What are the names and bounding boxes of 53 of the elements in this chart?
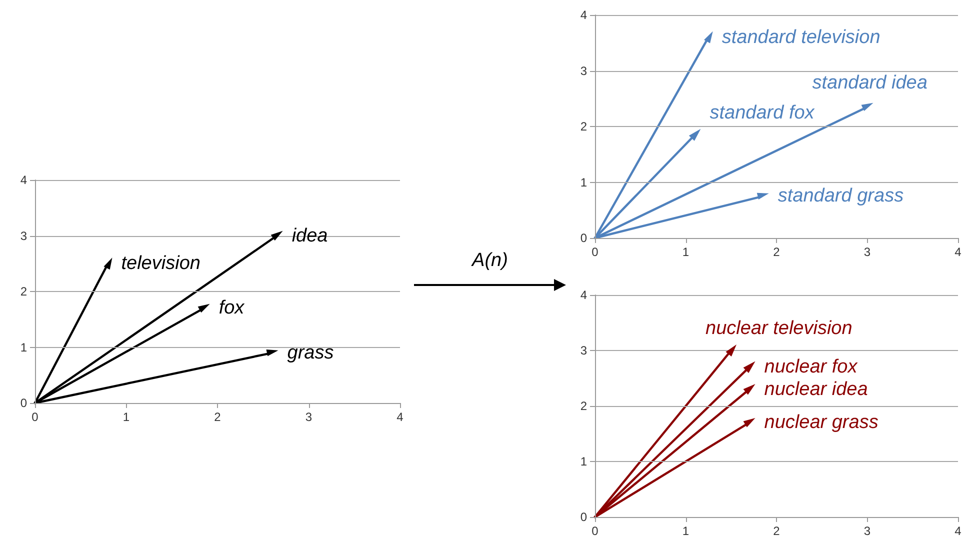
point [704,31,713,44]
point [861,102,874,112]
y-tick-label: 1 [20,340,28,354]
x-tick-label: 0 [592,245,599,259]
point [726,344,736,356]
x-tick-label: 3 [864,245,871,259]
series-label: television [121,253,200,274]
x-tick-label: 4 [954,524,962,538]
y-tick-label: 3 [580,344,588,358]
series-label: idea [292,225,328,246]
point [198,304,210,313]
x-tick-label: 2 [773,524,780,538]
y-tick-label: 4 [580,8,588,22]
series-label: fox [218,298,246,319]
point [743,361,756,374]
series-label: standard fox [710,102,816,124]
point [743,384,756,395]
y-tick-label: 4 [20,173,28,187]
y-tick-label: 2 [580,399,588,413]
y-tick-label: 0 [20,396,28,410]
point [270,230,283,241]
x-tick-label: 0 [592,524,599,538]
x-tick-label: 3 [864,524,871,538]
series-label: nuclear grass [764,412,879,434]
y-tick-label: 1 [580,175,588,190]
series-label: nuclear television [706,318,852,339]
y-tick-label: 0 [580,510,588,524]
series-label: standard idea [812,72,928,94]
point [104,258,112,270]
point [743,418,756,428]
y-tick-label: 1 [580,454,588,468]
x-tick-label: 1 [682,524,690,538]
text: A(n) [470,250,509,272]
x-tick-label: 3 [305,410,312,424]
x-tick-label: 2 [214,410,222,424]
series-label: standard television [722,26,880,48]
series-label: standard grass [778,186,904,207]
series-label: grass [287,342,334,364]
y-tick-label: 0 [580,231,588,245]
point [688,128,701,141]
y-tick-label: 3 [20,228,28,243]
x-tick-label: 1 [682,245,690,259]
series-label: nuclear fox [764,356,859,378]
series-label: nuclear idea [764,378,868,400]
y-tick-label: 2 [580,120,588,134]
x-tick-label: 1 [122,410,130,424]
y-tick-label: 2 [20,284,28,298]
y-tick-label: 4 [580,288,588,302]
x-tick-label: 4 [954,245,962,259]
x-tick-label: 4 [396,410,404,424]
y-tick-label: 3 [580,64,588,78]
x-tick-label: 0 [32,410,39,424]
x-tick-label: 2 [773,245,780,259]
